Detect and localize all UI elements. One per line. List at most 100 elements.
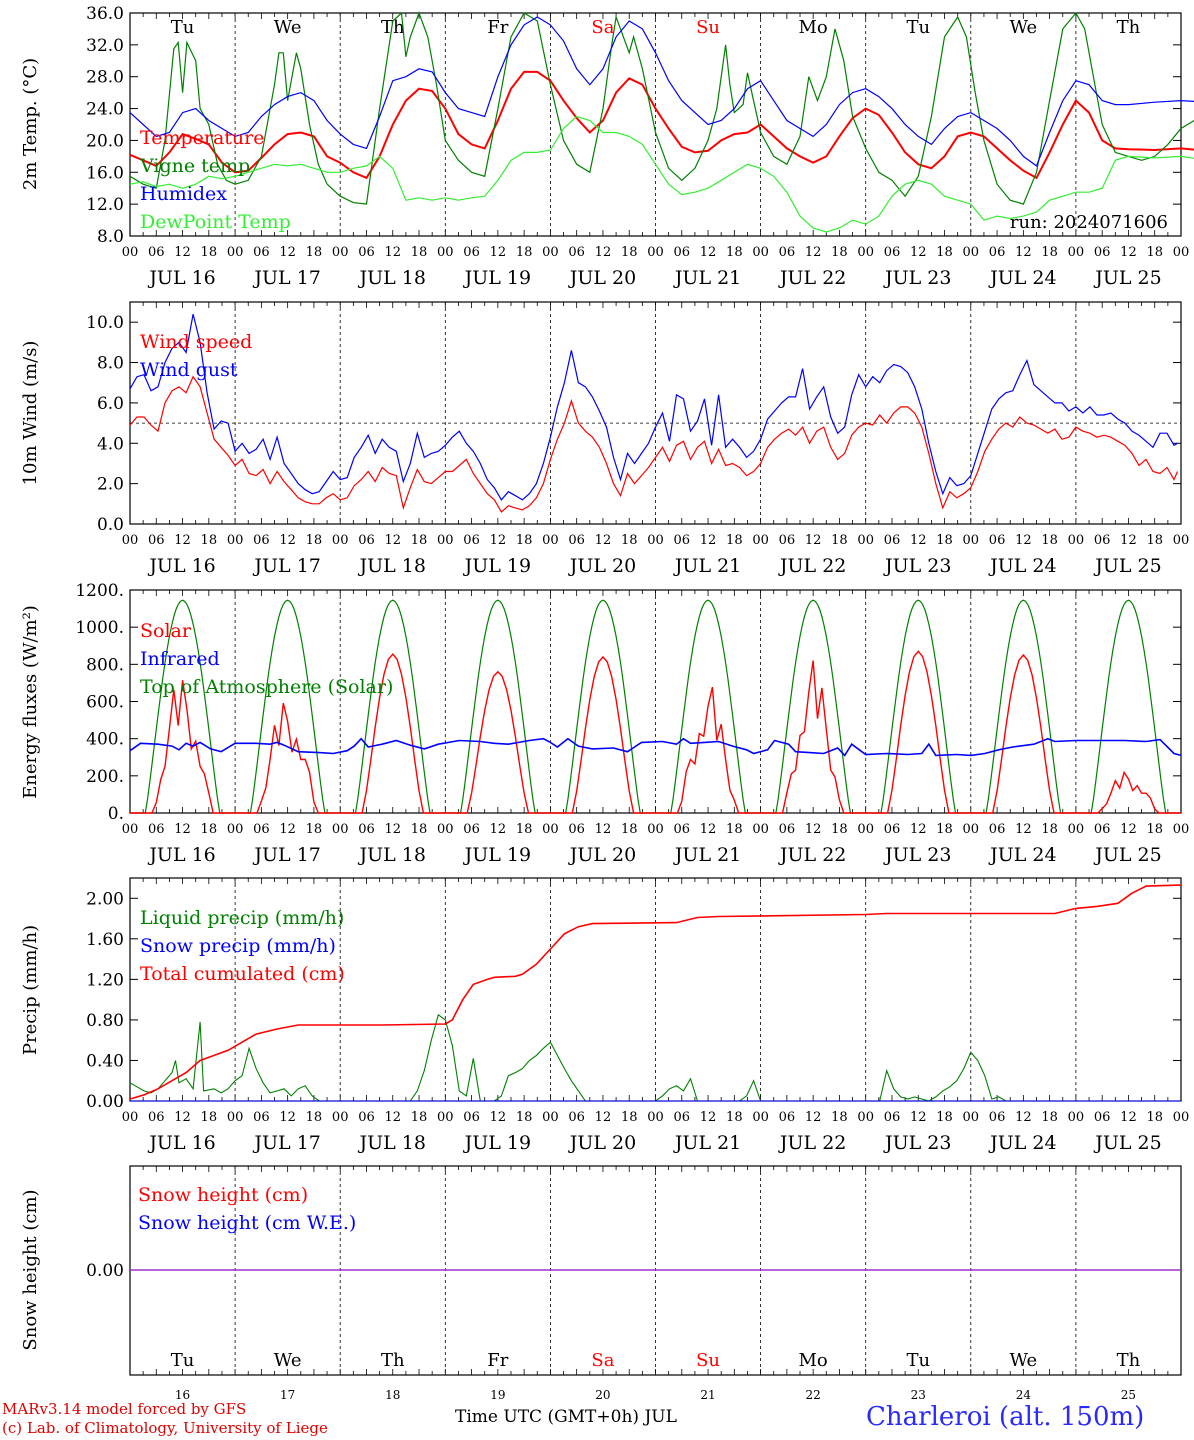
hour-tick-label: 12	[1120, 533, 1137, 548]
hour-tick-label: 12	[174, 822, 191, 837]
date-label: JUL 18	[358, 1132, 426, 1154]
date-label: JUL 24	[988, 555, 1056, 577]
hour-tick-label: 06	[568, 245, 585, 260]
hour-tick-label: 00	[437, 1110, 454, 1125]
hour-tick-label: 12	[279, 533, 296, 548]
hour-tick-label: 00	[1068, 245, 1085, 260]
panel-3-frame	[129, 589, 1182, 814]
hour-tick-label: 12	[490, 1110, 507, 1125]
panel-1-frame	[129, 12, 1182, 237]
series-temperature	[129, 70, 1194, 180]
hour-tick-label: 06	[989, 822, 1006, 837]
panel-1-ylabel: 2m Temp. (°C)	[20, 58, 41, 190]
hour-tick-label: 18	[201, 1110, 218, 1125]
hour-tick-label: 06	[884, 1110, 901, 1125]
hour-tick-label: 06	[148, 1110, 165, 1125]
y-tick-label: 600.	[86, 693, 124, 713]
hour-tick-label: 06	[148, 533, 165, 548]
legend-humidex: Humidex	[140, 183, 227, 205]
hour-tick-label: 00	[437, 245, 454, 260]
hour-tick-label: 00	[963, 245, 980, 260]
hour-tick-label: 00	[1173, 533, 1190, 548]
hour-tick-label: 06	[1094, 822, 1111, 837]
hour-tick-label: 06	[779, 245, 796, 260]
weekday-label: Th	[381, 17, 405, 38]
series-wind-speed	[129, 375, 1179, 513]
legend-snow-height-cm-: Snow height (cm)	[138, 1184, 308, 1206]
hour-tick-label: 12	[595, 822, 612, 837]
date-label: JUL 23	[883, 267, 951, 289]
hour-tick-label: 12	[805, 822, 822, 837]
hour-tick-label: 12	[384, 245, 401, 260]
y-tick-label: 16.0	[86, 163, 124, 183]
hour-tick-label: 18	[1041, 245, 1058, 260]
hour-tick-label: 00	[857, 245, 874, 260]
hour-tick-label: 18	[831, 822, 848, 837]
panel-4-ylabel: Precip (mm/h)	[20, 925, 41, 1055]
run-annotation: run: 2024071606	[1010, 212, 1168, 233]
date-label: JUL 22	[778, 1132, 846, 1154]
legend-snow-precip-mm-h-: Snow precip (mm/h)	[140, 935, 336, 957]
hour-tick-label: 12	[805, 1110, 822, 1125]
hour-tick-label: 18	[201, 245, 218, 260]
day-number-label: 18	[385, 1388, 400, 1402]
hour-tick-label: 12	[279, 822, 296, 837]
hour-tick-label: 00	[857, 533, 874, 548]
weekday-label-bottom: Fr	[487, 1350, 508, 1371]
panel-2-ylabel: 10m Wind (m/s)	[20, 341, 41, 486]
hour-tick-label: 18	[516, 533, 533, 548]
hour-tick-label: 06	[148, 245, 165, 260]
hour-tick-label: 12	[1015, 245, 1032, 260]
hour-tick-label: 00	[437, 822, 454, 837]
day-number-label: 21	[700, 1388, 715, 1402]
date-label: JUL 16	[147, 1132, 215, 1154]
hour-tick-label: 00	[542, 1110, 559, 1125]
weekday-label: We	[1010, 17, 1038, 38]
hour-tick-label: 06	[463, 245, 480, 260]
series-toa-solar	[130, 599, 1181, 814]
date-label: JUL 23	[883, 844, 951, 866]
date-label: JUL 19	[463, 555, 531, 577]
time-axis-title: Time UTC (GMT+0h) JUL	[455, 1407, 677, 1427]
y-tick-label: 2.0	[97, 475, 124, 495]
y-tick-label: 0.	[108, 804, 124, 824]
hour-tick-label: 00	[332, 245, 349, 260]
hour-tick-label: 00	[752, 533, 769, 548]
hour-tick-label: 00	[332, 1110, 349, 1125]
hour-tick-label: 00	[752, 1110, 769, 1125]
date-label: JUL 21	[673, 1132, 741, 1154]
y-tick-label: 12.0	[86, 195, 124, 215]
hour-tick-label: 00	[857, 1110, 874, 1125]
hour-tick-label: 06	[989, 245, 1006, 260]
hour-tick-label: 12	[384, 1110, 401, 1125]
legend-total-cumulated-cm-: Total cumulated (cm)	[140, 963, 345, 985]
date-label: JUL 18	[358, 844, 426, 866]
hour-tick-label: 00	[1068, 822, 1085, 837]
hour-tick-label: 00	[227, 1110, 244, 1125]
weekday-label-bottom: Tu	[171, 1350, 195, 1371]
weekday-label: Tu	[906, 17, 930, 38]
hour-tick-label: 18	[621, 533, 638, 548]
date-label: JUL 19	[463, 267, 531, 289]
hour-tick-label: 00	[752, 245, 769, 260]
date-label: JUL 25	[1093, 1132, 1161, 1154]
date-label: JUL 20	[568, 267, 636, 289]
hour-tick-label: 00	[227, 822, 244, 837]
hour-tick-label: 18	[1146, 533, 1163, 548]
hour-tick-label: 18	[1146, 245, 1163, 260]
day-number-label: 19	[490, 1388, 505, 1402]
hour-tick-label: 18	[621, 1110, 638, 1125]
y-tick-label: 0.00	[86, 1092, 124, 1112]
hour-tick-label: 06	[1094, 533, 1111, 548]
hour-tick-label: 00	[752, 822, 769, 837]
hour-tick-label: 00	[647, 1110, 664, 1125]
y-tick-label: 1.20	[86, 970, 124, 990]
weekday-label: Tu	[171, 17, 195, 38]
y-tick-label: 1200.	[75, 581, 124, 601]
hour-tick-label: 18	[936, 245, 953, 260]
date-label: JUL 24	[988, 844, 1056, 866]
hour-tick-label: 06	[358, 533, 375, 548]
hour-tick-label: 00	[542, 533, 559, 548]
legend-solar: Solar	[140, 620, 192, 642]
hour-tick-label: 18	[306, 245, 323, 260]
